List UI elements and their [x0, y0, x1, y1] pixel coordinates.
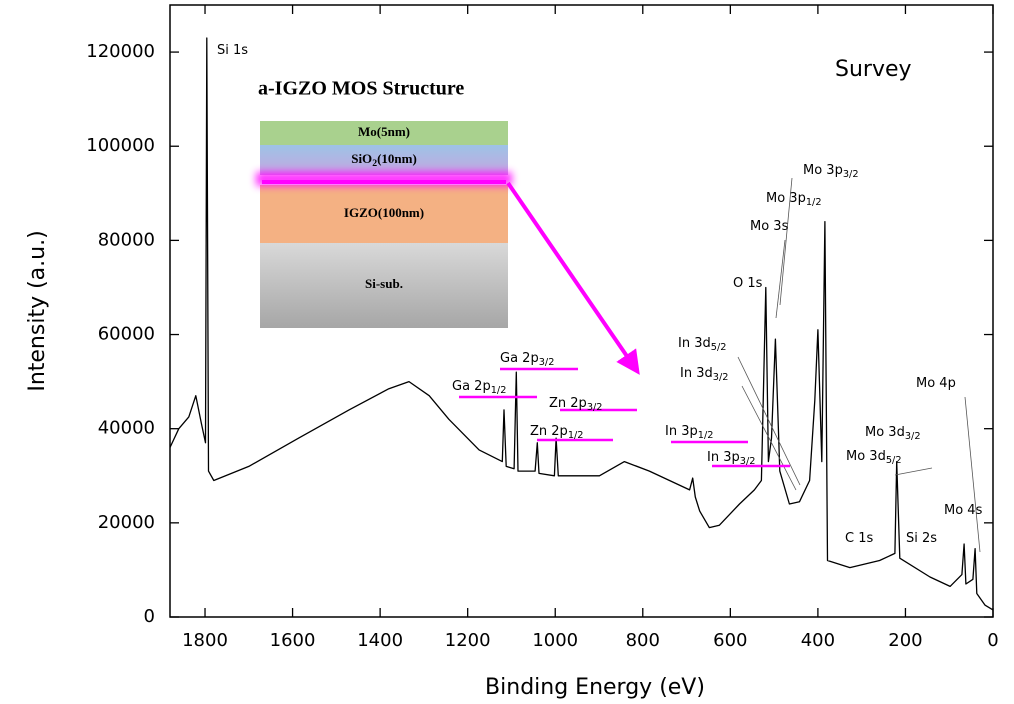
peak-label-main: Si 1s	[217, 43, 248, 58]
peak-label-main: Mo 3d	[865, 425, 905, 440]
peak-label: C 1s	[845, 531, 873, 546]
layer-mo	[260, 121, 508, 145]
interface-arrow	[506, 181, 640, 375]
peak-label-sub: 1/2	[698, 430, 714, 441]
x-tick-label: 400	[801, 630, 835, 651]
peak-label: Ga 2p1/2	[452, 379, 506, 397]
layer-label: IGZO(100nm)	[344, 205, 424, 220]
peak-label-main: Mo 3p	[803, 163, 843, 178]
layer-label-main: IGZO(100nm)	[344, 205, 424, 220]
y-tick-label: 80000	[98, 229, 155, 250]
leader-line	[964, 396, 981, 553]
peak-label-main: Ga 2p	[500, 351, 539, 366]
layer-label-after: (10nm)	[377, 151, 417, 166]
peak-label: O 1s	[733, 276, 763, 291]
peak-label-main: Mo 3p	[766, 191, 806, 206]
layer-label-sub: 2	[372, 158, 377, 169]
peak-label: Mo 4s	[944, 503, 983, 518]
peak-label: Mo 4p	[916, 376, 956, 391]
peak-label-sub: 1/2	[806, 197, 822, 208]
peak-label: Si 1s	[217, 43, 248, 58]
peak-label-sub: 3/2	[539, 357, 555, 368]
layer-label-main: Mo(5nm)	[358, 124, 410, 139]
peak-label-main: Mo 3s	[750, 219, 789, 234]
peak-label: Mo 3p1/2	[766, 191, 822, 209]
y-tick-label: 40000	[98, 418, 155, 439]
y-tick-label: 120000	[86, 41, 155, 62]
spectrum-line	[169, 37, 994, 611]
peak-label-main: Zn 2p	[530, 424, 568, 439]
peak-label-main: Ga 2p	[452, 379, 491, 394]
x-tick-label: 1800	[182, 630, 228, 651]
inset	[256, 121, 640, 375]
peak-label-main: In 3d	[680, 366, 713, 381]
peak-label: In 3p1/2	[665, 424, 713, 442]
x-tick-label: 1200	[445, 630, 491, 651]
peak-label-main: In 3p	[707, 450, 740, 465]
plot-frame	[169, 4, 994, 618]
peak-label-main: C 1s	[845, 531, 873, 546]
peak-label: In 3d5/2	[678, 336, 726, 354]
layer-label-main: Si-sub.	[365, 276, 403, 291]
peak-label-main: Zn 2p	[549, 396, 587, 411]
peak-label-main: Mo 4s	[944, 503, 983, 518]
y-tick-label: 60000	[98, 324, 155, 345]
leader-line	[779, 177, 793, 306]
layer-igzo	[260, 185, 508, 243]
peak-label-main: In 3d	[678, 336, 711, 351]
layer-label: Si-sub.	[365, 276, 403, 291]
leader-line	[894, 467, 933, 476]
peak-label: Mo 3d5/2	[846, 449, 902, 467]
peak-label: Zn 2p3/2	[549, 396, 603, 414]
y-tick-label: 20000	[98, 512, 155, 533]
peak-label-main: Mo 4p	[916, 376, 956, 391]
peak-label-sub: 3/2	[843, 169, 859, 180]
x-tick-label: 1000	[532, 630, 578, 651]
peak-label-main: In 3p	[665, 424, 698, 439]
peak-label: In 3p3/2	[707, 450, 755, 468]
y-tick-label: 0	[144, 606, 155, 627]
x-tick-label: 1400	[357, 630, 403, 651]
peak-label-main: O 1s	[733, 276, 763, 291]
y-axis-title: Intensity (a.u.)	[25, 230, 50, 391]
peak-label-sub: 3/2	[740, 456, 756, 467]
x-axis-title: Binding Energy (eV)	[485, 675, 705, 700]
x-tick-label: 1600	[270, 630, 316, 651]
peak-label: Mo 3p3/2	[803, 163, 859, 181]
peak-label: Ga 2p3/2	[500, 351, 554, 369]
peak-label: Mo 3d3/2	[865, 425, 921, 443]
x-tick-label: 0	[987, 630, 998, 651]
x-tick-label: 800	[626, 630, 660, 651]
x-tick-label: 600	[713, 630, 747, 651]
leader-line	[775, 239, 786, 319]
peak-label-main: Mo 3d	[846, 449, 886, 464]
layer-label-main: SiO	[351, 151, 372, 166]
peak-label-sub: 3/2	[587, 402, 603, 413]
peak-label-sub: 3/2	[905, 431, 921, 442]
leader-line	[741, 385, 797, 491]
peak-label: Si 2s	[906, 531, 937, 546]
survey-label: Survey	[835, 57, 912, 82]
peak-label-sub: 1/2	[568, 430, 584, 441]
peak-label: In 3d3/2	[680, 366, 728, 384]
peak-label-sub: 1/2	[491, 385, 507, 396]
x-tick-label: 200	[888, 630, 922, 651]
peak-label-sub: 5/2	[886, 455, 902, 466]
peak-label: Mo 3s	[750, 219, 789, 234]
peak-label-main: Si 2s	[906, 531, 937, 546]
layer-si	[260, 243, 508, 328]
layer-label: SiO2(10nm)	[351, 151, 417, 169]
peak-label: Zn 2p1/2	[530, 424, 584, 442]
peak-label-sub: 5/2	[711, 342, 727, 353]
peak-label-sub: 3/2	[713, 372, 729, 383]
leader-line	[737, 356, 801, 486]
layer-label: Mo(5nm)	[358, 124, 410, 139]
inset-title: a-IGZO MOS Structure	[258, 78, 464, 100]
layer-sio2	[260, 145, 508, 175]
y-tick-label: 100000	[86, 135, 155, 156]
